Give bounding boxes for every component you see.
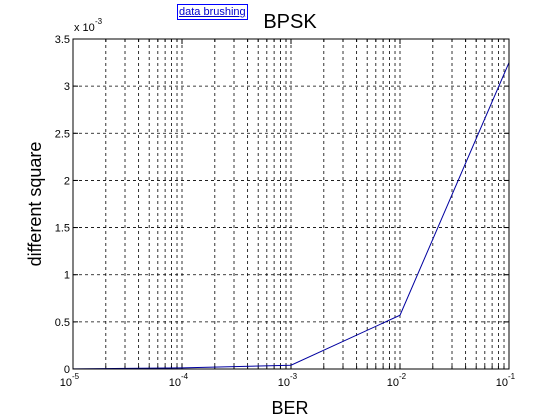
- y-exponent-power: -3: [95, 17, 103, 26]
- x-tick-exponent: -5: [72, 372, 80, 381]
- x-tick-exponent: -2: [399, 372, 407, 381]
- y-tick-label: 3: [64, 81, 70, 93]
- x-axis-title: BER: [271, 398, 308, 418]
- x-tick-exponent: -3: [290, 372, 298, 381]
- y-exponent-note: x 10 -3: [74, 17, 103, 34]
- series-line: [72, 62, 510, 370]
- x-tick-label: 10: [278, 377, 290, 389]
- y-tick-label: 3.5: [55, 34, 70, 46]
- tick-labels: 00.511.522.533.510-510-410-310-210-1: [55, 34, 516, 389]
- chart-title: BPSK: [263, 11, 317, 33]
- x-tick-exponent: -4: [181, 372, 189, 381]
- y-tick-label: 0: [64, 364, 70, 376]
- y-exponent-base: x 10: [74, 22, 95, 34]
- y-tick-label: 2: [64, 175, 70, 187]
- x-tick-exponent: -1: [508, 372, 516, 381]
- grid: [73, 39, 509, 369]
- y-tick-label: 1: [64, 270, 70, 282]
- x-tick-label: 10: [60, 377, 72, 389]
- series-group: [72, 62, 510, 370]
- y-axis-title: different square: [25, 142, 45, 267]
- data-brushing-link[interactable]: data brushing: [177, 4, 248, 20]
- y-tick-label: 1.5: [55, 223, 70, 235]
- x-tick-label: 10: [169, 377, 181, 389]
- x-tick-label: 10: [387, 377, 399, 389]
- axes-box: [72, 38, 510, 370]
- x-tick-label: 10: [496, 377, 508, 389]
- y-tick-label: 2.5: [55, 128, 70, 140]
- y-tick-label: 0.5: [55, 317, 70, 329]
